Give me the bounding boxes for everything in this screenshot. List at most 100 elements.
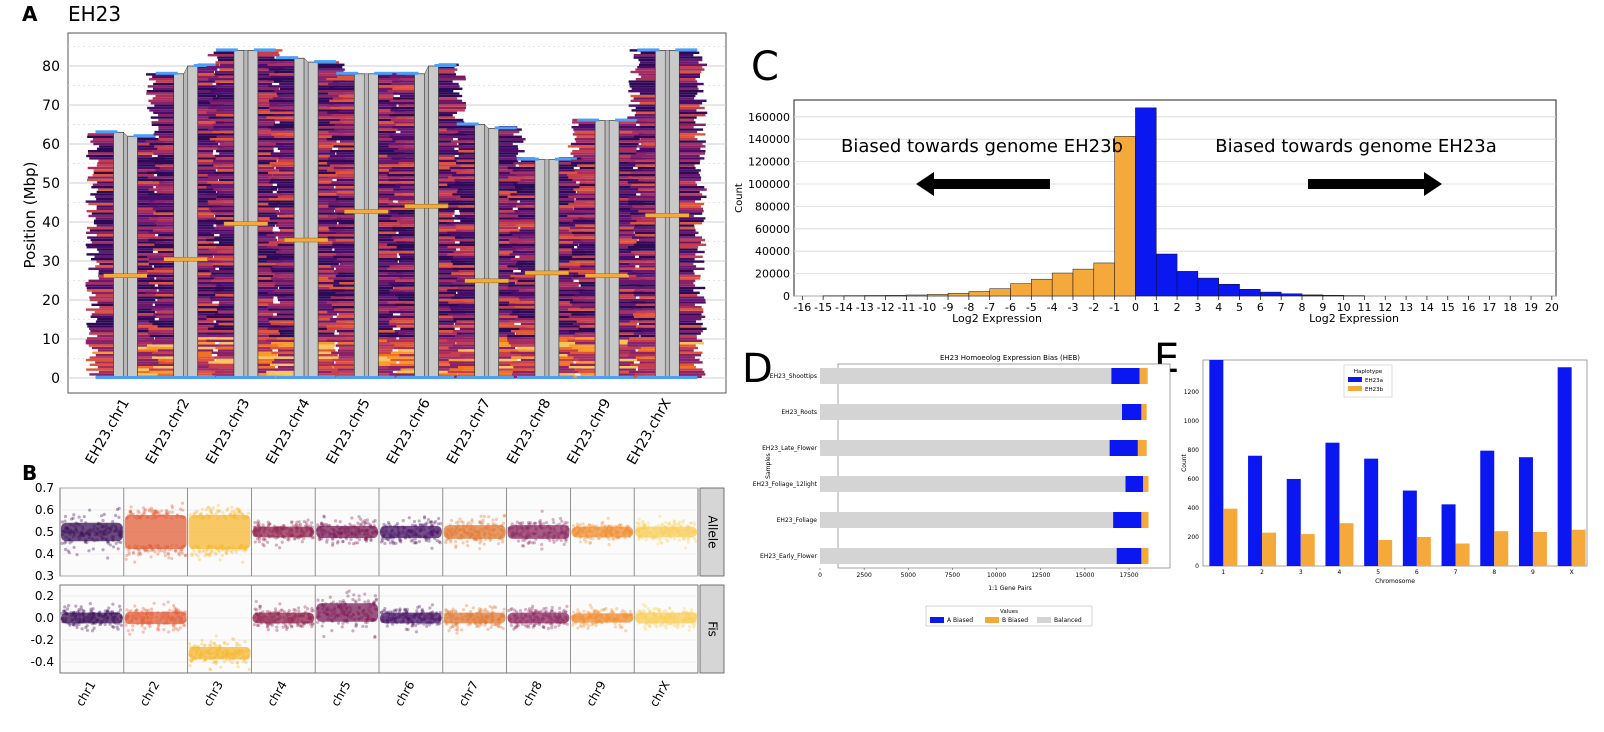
a-heat-cell	[679, 272, 695, 275]
a-heat-cell	[206, 193, 234, 196]
b-point	[150, 508, 155, 512]
chromosome-pair	[507, 157, 587, 379]
a-heat-cell	[498, 147, 519, 150]
a-heat-cell	[215, 154, 234, 158]
a-heat-cell	[633, 332, 656, 335]
a-heat-cell	[637, 368, 656, 371]
a-heat-cell	[257, 85, 273, 88]
a-heat-cell	[273, 111, 295, 114]
b-point	[361, 520, 365, 524]
a-heat-cell	[318, 234, 335, 237]
b-point	[349, 537, 353, 542]
b-point	[91, 607, 95, 611]
a-heat-cell	[390, 358, 415, 362]
a-heat-cell	[679, 118, 695, 122]
b-point	[152, 512, 156, 516]
a-heat-cell	[679, 80, 698, 83]
a-heat-cell	[257, 198, 280, 201]
a-heat-cell	[155, 294, 174, 297]
a-heat-cell	[438, 121, 465, 124]
a-heat-cell	[137, 277, 155, 280]
a-heat-cell	[509, 238, 535, 242]
b-point	[209, 511, 214, 515]
a-heat-cell	[498, 140, 524, 143]
a-heat-cell	[636, 150, 656, 153]
a-heat-cell	[318, 289, 346, 292]
a-heat-cell	[456, 342, 475, 345]
a-heat-cell	[337, 126, 355, 129]
a-heat-cell	[679, 138, 698, 141]
b-point	[413, 540, 418, 545]
a-heat-cell	[210, 210, 234, 213]
a-heat-cell	[438, 90, 454, 93]
a-heat-cell	[641, 75, 656, 78]
a-heat-cell	[147, 270, 174, 273]
a-heat-cell	[512, 310, 535, 314]
a-heat-cell	[318, 330, 335, 333]
a-heat-cell	[438, 190, 462, 194]
a-heat-cell	[87, 150, 114, 153]
a-heat-cell	[398, 212, 415, 215]
telomere-marker	[215, 48, 238, 52]
b-point	[170, 556, 174, 561]
a-heat-cell	[156, 296, 174, 299]
a-heat-cell	[276, 250, 295, 254]
a-heat-cell	[447, 253, 475, 256]
b-point	[600, 521, 604, 525]
a-heat-cell	[268, 126, 295, 129]
b-point	[454, 540, 458, 544]
b-point	[480, 522, 484, 526]
a-heat-cell	[318, 291, 345, 294]
a-heat-cell	[498, 200, 518, 203]
a-heat-cell	[498, 130, 520, 134]
a-heat-cell	[438, 361, 458, 364]
b-point	[143, 548, 147, 552]
a-xtick-label: EH23.chr6	[384, 396, 434, 467]
a-heat-cell	[498, 327, 527, 330]
chromosome-b	[608, 120, 620, 379]
a-heat-cell	[573, 274, 596, 278]
a-heat-cell	[137, 315, 159, 318]
centromere-marker	[223, 221, 269, 226]
a-heat-cell	[197, 224, 214, 227]
a-heat-cell	[388, 102, 415, 105]
a-heat-cell	[575, 368, 596, 371]
a-heat-cell	[498, 322, 515, 326]
b-point	[294, 523, 298, 527]
a-heat-cell	[137, 313, 164, 316]
a-heat-cell	[137, 366, 158, 369]
a-heat-cell	[637, 358, 656, 362]
a-heat-cell	[679, 210, 704, 213]
a-heat-cell	[197, 310, 220, 314]
b-point	[111, 545, 116, 549]
b-point	[87, 549, 91, 553]
b-point	[666, 539, 670, 543]
a-heat-cell	[137, 186, 154, 189]
a-heat-cell	[197, 145, 212, 148]
a-heat-cell	[619, 337, 638, 340]
b-point	[142, 510, 146, 515]
b-point	[672, 537, 677, 541]
a-heat-cell	[619, 210, 639, 213]
a-heat-cell	[398, 253, 415, 256]
b-point	[297, 609, 301, 613]
a-heat-cell	[157, 358, 174, 362]
a-heat-cell	[327, 169, 355, 172]
a-heat-cell	[460, 195, 475, 198]
a-heat-cell	[335, 198, 355, 201]
a-heat-cell	[640, 258, 656, 261]
a-heat-cell	[318, 195, 340, 198]
b-point	[143, 626, 147, 631]
a-heat-cell	[257, 97, 281, 100]
a-heat-cell	[197, 157, 221, 160]
b-point	[290, 520, 294, 525]
a-xtick-label: EH23.chr8	[504, 396, 554, 467]
a-heat-cell	[619, 373, 638, 376]
a-heat-cell	[271, 265, 295, 268]
a-heat-cell	[438, 224, 456, 227]
a-heat-cell	[157, 349, 174, 352]
b-point	[177, 552, 181, 556]
a-heat-cell	[274, 358, 295, 362]
a-heat-cell	[210, 102, 234, 105]
a-heat-cell	[137, 354, 165, 357]
